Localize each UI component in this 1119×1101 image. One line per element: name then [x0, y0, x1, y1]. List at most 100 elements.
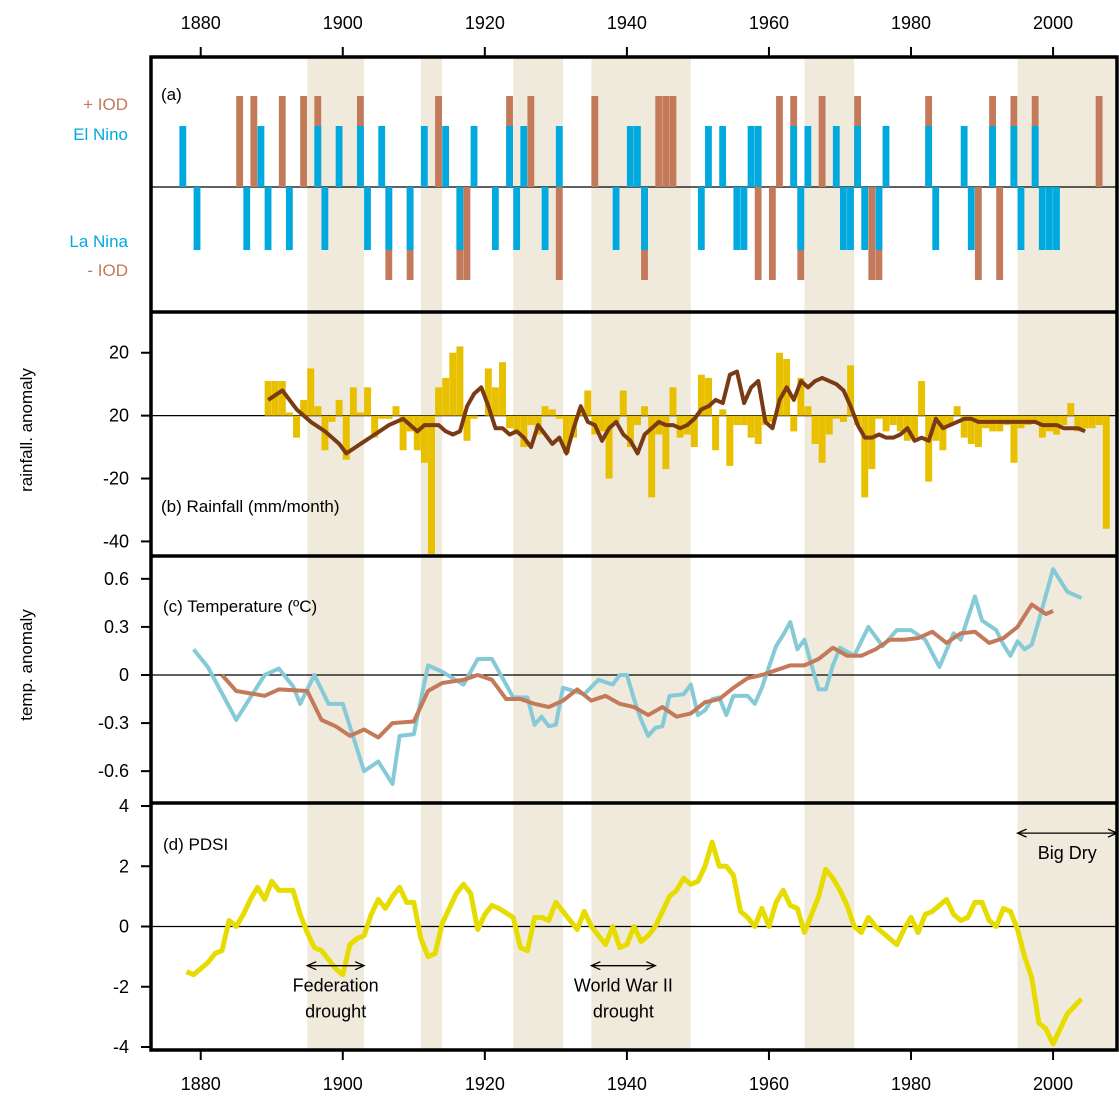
rainfall-bar	[435, 387, 443, 416]
rainfall-y-tick-label: -20	[103, 469, 129, 489]
rainfall-bar	[896, 415, 904, 432]
panel-b-label: (b) Rainfall (mm/month)	[161, 497, 340, 516]
iod-negative-bar	[768, 187, 776, 280]
iod-positive-bar	[591, 96, 599, 187]
la-nina-bar	[839, 187, 847, 250]
rainfall-bar	[1067, 403, 1075, 416]
pdsi-y-tick-label: 4	[119, 796, 129, 816]
rainfall-bar	[768, 415, 776, 422]
el-nino-bar	[719, 126, 727, 187]
temperature-y-tick-label: -0.3	[98, 713, 129, 733]
rainfall-bar	[932, 415, 940, 441]
rainfall-bar	[847, 365, 855, 416]
rainfall-bar	[641, 406, 649, 416]
la-nina-bar	[364, 187, 371, 250]
temperature-y-tick-label: 0.6	[104, 569, 129, 589]
rainfall-bar	[974, 415, 982, 448]
iod-positive-bar	[818, 96, 826, 187]
iod-negative-bar	[868, 187, 876, 280]
rainfall-bar	[442, 377, 450, 416]
annotation-label-line2: drought	[593, 1002, 654, 1022]
chart-marks: Big Dry Federation drought World War II drou…	[151, 96, 1119, 1047]
x-tick-label-bottom: 1920	[465, 1074, 505, 1094]
el-nino-bar	[378, 126, 386, 187]
rainfall-bar	[300, 399, 308, 416]
annotation-arrow-2-head-left	[589, 961, 601, 971]
rainfall-bar	[555, 415, 563, 419]
rainfall-bar	[797, 377, 805, 416]
el-nino-bar	[356, 126, 364, 187]
rainfall-bar	[754, 415, 762, 444]
el-nino-bar	[790, 126, 798, 187]
panel-d-label: (d) PDSI	[163, 835, 228, 854]
rainfall-bar	[925, 415, 933, 482]
la-nina-bar	[875, 187, 883, 250]
rainfall-bar	[385, 415, 393, 419]
shaded-period	[307, 57, 365, 1050]
la-nina-bar	[406, 187, 414, 250]
la-nina-bar	[321, 187, 329, 250]
rainfall-bar	[726, 415, 734, 466]
rainfall-bar	[335, 399, 343, 416]
rainfall-bar	[634, 415, 641, 426]
panel-c-label: (c) Temperature (ºC)	[163, 597, 317, 616]
rainfall-bar	[697, 374, 705, 416]
rainfall-bar	[328, 415, 336, 422]
la-nina-bar	[1053, 187, 1060, 250]
rainfall-bar	[790, 415, 798, 432]
rainfall-y-tick-label: 20	[109, 343, 129, 363]
rainfall-bar	[562, 415, 570, 454]
rainfall-bar	[1031, 415, 1039, 422]
el-nino-bar	[420, 126, 428, 187]
rainfall-bar	[861, 415, 869, 498]
x-tick-label-bottom: 1940	[607, 1074, 647, 1094]
rainfall-bar	[506, 415, 514, 429]
shaded-period	[1017, 57, 1117, 1050]
la-nina-bar	[541, 187, 549, 250]
rainfall-bar	[470, 415, 478, 419]
temperature-line-b	[220, 602, 1054, 740]
rainfall-bar	[364, 387, 372, 416]
rainfall-bar	[626, 415, 634, 448]
rainfall-bar	[939, 415, 947, 451]
figure-frame	[149, 55, 1119, 1052]
rainfall-bar	[371, 415, 379, 438]
iod-negative-label: - IOD	[87, 261, 128, 280]
el-nino-bar	[1010, 126, 1018, 187]
el-nino-bar	[804, 126, 812, 187]
rainfall-bar	[911, 415, 918, 438]
rainfall-bar	[399, 415, 407, 451]
rainfall-bar	[1010, 415, 1018, 463]
la-nina-bar	[193, 187, 201, 250]
rainfall-bar	[463, 415, 471, 441]
rainfall-bar	[1095, 415, 1103, 426]
rainfall-y-axis-title: rainfall. anomaly	[17, 368, 36, 492]
pdsi-line	[185, 839, 1084, 1047]
annotation-arrow-0-head-left	[1015, 828, 1027, 838]
la-nina-bar	[1038, 187, 1046, 250]
la-nina-bar	[491, 187, 499, 250]
rainfall-bar	[271, 381, 279, 416]
iod-positive-bar	[776, 96, 783, 187]
el-nino-bar	[442, 126, 450, 187]
rainfall-bar	[690, 415, 698, 448]
la-nina-bar	[797, 187, 805, 250]
rainfall-bar	[960, 415, 968, 438]
rainfall-bar	[491, 387, 499, 416]
rainfall-bar	[832, 415, 840, 419]
el-nino-bar	[314, 126, 322, 187]
rainfall-bar	[804, 406, 812, 416]
el-nino-bar	[506, 126, 513, 187]
pdsi-y-tick-label: -2	[113, 977, 129, 997]
rainfall-bar	[449, 352, 457, 416]
la-nina-bar	[641, 187, 648, 250]
rainfall-y-tick-label: -40	[103, 531, 129, 551]
rainfall-bar	[428, 415, 435, 554]
rainfall-bar	[1088, 415, 1096, 429]
rainfall-bar	[669, 387, 677, 416]
rainfall-bar	[584, 390, 592, 416]
rainfall-bar	[875, 415, 883, 419]
rainfall-bar	[278, 381, 286, 416]
la-nina-bar	[847, 187, 854, 250]
rainfall-bar	[705, 377, 712, 416]
